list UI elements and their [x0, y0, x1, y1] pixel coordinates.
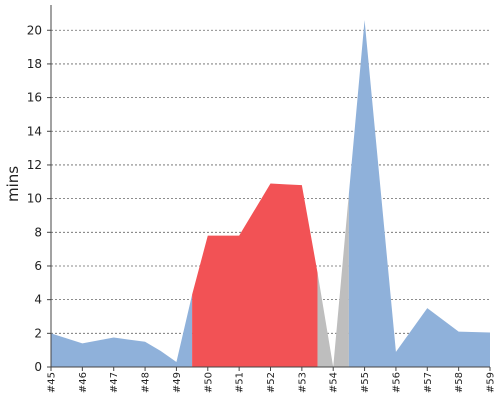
area-segment-0 [51, 294, 193, 367]
x-tick-label-6: #51 [235, 372, 246, 393]
y-tick-label-6: 6 [34, 259, 42, 273]
x-tick-label-14: #59 [486, 372, 497, 393]
y-tick-label-10: 10 [27, 192, 42, 206]
x-tick-label-0: #45 [47, 372, 58, 393]
y-tick-label-12: 12 [27, 158, 42, 172]
x-tick-label-7: #52 [266, 372, 277, 393]
x-tick-label-9: #54 [329, 372, 340, 393]
x-tick-labels: #45 #46 #47 #48 #49 #50 #51 #52 #53 #54 #55 #56 #57 #… [47, 367, 497, 393]
x-tick-label-8: #53 [297, 372, 308, 393]
y-tick-label-2: 2 [34, 326, 42, 340]
y-tick-label-20: 20 [27, 23, 42, 37]
x-tick-label-2: #47 [109, 372, 120, 393]
y-tick-label-0: 0 [34, 360, 42, 374]
x-tick-label-3: #48 [141, 372, 152, 393]
area-series [51, 20, 490, 367]
x-tick-label-1: #46 [78, 372, 89, 393]
x-tick-label-13: #58 [454, 372, 465, 393]
x-tick-label-11: #56 [391, 372, 402, 393]
y-tick-label-16: 16 [27, 91, 42, 105]
y-tick-label-8: 8 [34, 225, 42, 239]
y-axis-label: mins [4, 166, 22, 202]
grid-lines [51, 29, 490, 334]
y-tick-label-18: 18 [27, 57, 42, 71]
y-tick-label-14: 14 [27, 124, 42, 138]
area-segment-2 [317, 193, 349, 367]
area-segment-1 [192, 183, 318, 367]
y-tick-label-4: 4 [34, 293, 42, 307]
x-tick-label-5: #50 [203, 372, 214, 393]
x-tick-label-4: #49 [172, 372, 183, 393]
x-tick-label-12: #57 [423, 372, 434, 393]
area-segment-3 [348, 20, 490, 367]
x-tick-label-10: #55 [360, 372, 371, 393]
y-tick-labels: 0 2 4 6 8 10 12 14 16 18 20 [27, 23, 51, 374]
